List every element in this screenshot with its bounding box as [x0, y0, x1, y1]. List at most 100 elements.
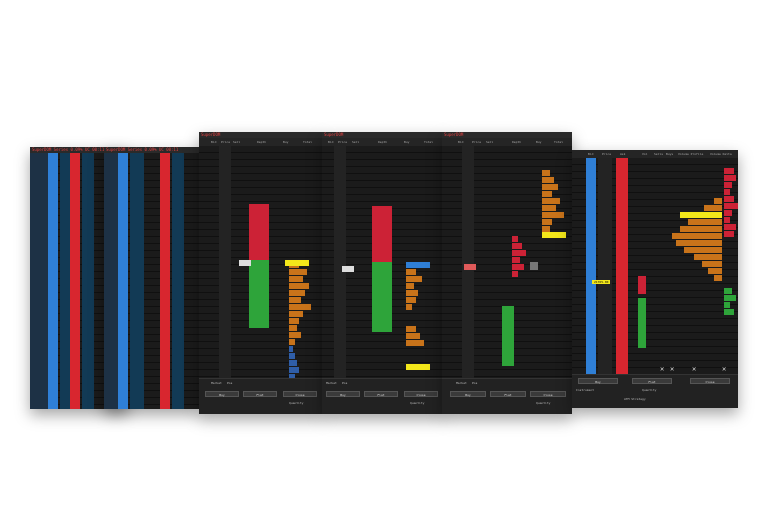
ladder-row [572, 361, 738, 368]
close-button[interactable]: Close [404, 391, 438, 397]
volume-highlight [542, 232, 566, 238]
ladder-row [442, 258, 572, 265]
price-ladder[interactable] [442, 146, 572, 378]
ladder-row [104, 195, 200, 202]
price-ladder[interactable] [199, 146, 323, 380]
ladder-row [572, 242, 738, 249]
depth-bar [289, 346, 293, 352]
close-icon[interactable]: ✕ [670, 365, 675, 373]
ladder-column [118, 153, 128, 409]
ladder-row [199, 335, 323, 342]
close-button[interactable]: Close [530, 391, 566, 397]
ladder-column [160, 153, 170, 409]
ladder-row [104, 335, 200, 342]
ladder-row [572, 221, 738, 228]
close-icon[interactable]: ✕ [722, 365, 727, 373]
ladder-row [322, 181, 444, 188]
flat-button[interactable]: Flat [490, 391, 526, 397]
ladder-row [572, 158, 738, 165]
ladder-column [48, 153, 58, 409]
col-depth-header: Depth [257, 140, 267, 144]
col-sell-header: Sell [233, 140, 241, 144]
depth-bar [542, 198, 560, 204]
ladder-row [104, 363, 200, 370]
superdom-window-6: Bid Price Ask Vol Sells Buys Volume Prof… [572, 150, 738, 408]
ladder-column [219, 146, 231, 378]
col-buy-header: Buy [283, 140, 289, 144]
depth-bar [289, 297, 301, 303]
order-entry-panel: Market Pos Buy Flat Close Quantity [322, 378, 444, 414]
depth-bar [289, 290, 305, 296]
depth-bar [289, 283, 309, 289]
window-title: SuperDOM [322, 132, 444, 138]
depth-bar [289, 367, 299, 373]
col-volume-profile-header: Volume Profile [678, 152, 704, 156]
ladder-row [104, 342, 200, 349]
ladder-row [199, 174, 323, 181]
flat-button[interactable]: Flat [243, 391, 277, 397]
ladder-row [322, 146, 444, 153]
close-icon[interactable]: ✕ [692, 365, 697, 373]
ladder-row [442, 216, 572, 223]
superdom-window-3: SuperDOM Bid Price Sell Depth Buy Total … [199, 132, 323, 414]
close-icon[interactable]: ✕ [660, 365, 665, 373]
superdom-window-5: SuperDOM Bid Price Sell Depth Buy Total … [442, 132, 572, 414]
ladder-row [104, 272, 200, 279]
ladder-row [572, 305, 738, 312]
ladder-row [199, 188, 323, 195]
price-ladder[interactable] [572, 158, 738, 375]
ladder-row [322, 174, 444, 181]
price-ladder[interactable] [30, 153, 128, 409]
ladder-row [199, 167, 323, 174]
depth-bar [406, 333, 420, 339]
col-price-header: Price [338, 140, 348, 144]
ladder-row [442, 181, 572, 188]
depth-bar [406, 340, 424, 346]
ladder-row [572, 277, 738, 284]
col-buy-header: Buy [404, 140, 410, 144]
col-sells-header: Sells [654, 152, 664, 156]
ladder-row [572, 347, 738, 354]
close-button[interactable]: Close [690, 378, 730, 384]
price-ladder[interactable] [104, 153, 200, 409]
ladder-row [322, 342, 444, 349]
ladder-row [104, 307, 200, 314]
last-price-marker [239, 260, 251, 266]
position-label: Pos [472, 381, 478, 385]
ladder-row [104, 349, 200, 356]
ladder-column [82, 153, 94, 409]
ladder-row [572, 291, 738, 298]
depth-bar [724, 288, 732, 294]
ladder-row [572, 200, 738, 207]
ladder-row [572, 354, 738, 361]
buy-button[interactable]: Buy [326, 391, 360, 397]
ladder-row [572, 235, 738, 242]
col-bid-header: Bid [211, 140, 217, 144]
order-entry-panel: Market Pos Buy Flat Close Quantity [199, 378, 323, 414]
depth-bar [542, 170, 550, 176]
close-button[interactable]: Close [283, 391, 317, 397]
buy-button[interactable]: Buy [205, 391, 239, 397]
price-ladder[interactable] [322, 146, 444, 378]
last-price-marker [342, 266, 354, 272]
ladder-row [199, 146, 323, 153]
ladder-row [199, 356, 323, 363]
column-headers: Bid Price Sell Depth Buy Total [442, 138, 572, 146]
depth-bar [406, 283, 414, 289]
flat-button[interactable]: Flat [364, 391, 398, 397]
buy-button[interactable]: Buy [450, 391, 486, 397]
ladder-row [104, 153, 200, 160]
ladder-column [462, 146, 474, 378]
position-label: Pos [342, 381, 348, 385]
market-label: Market [326, 381, 337, 385]
buy-button[interactable]: Buy [578, 378, 618, 384]
ladder-row [104, 328, 200, 335]
ladder-row [104, 160, 200, 167]
depth-bar [724, 302, 730, 308]
column-headers: Bid Price Sell Depth Buy Total [199, 138, 323, 146]
ladder-row [104, 181, 200, 188]
flat-button[interactable]: Flat [632, 378, 672, 384]
depth-bar [289, 360, 297, 366]
ask-block [372, 262, 392, 332]
ladder-column [616, 158, 628, 374]
